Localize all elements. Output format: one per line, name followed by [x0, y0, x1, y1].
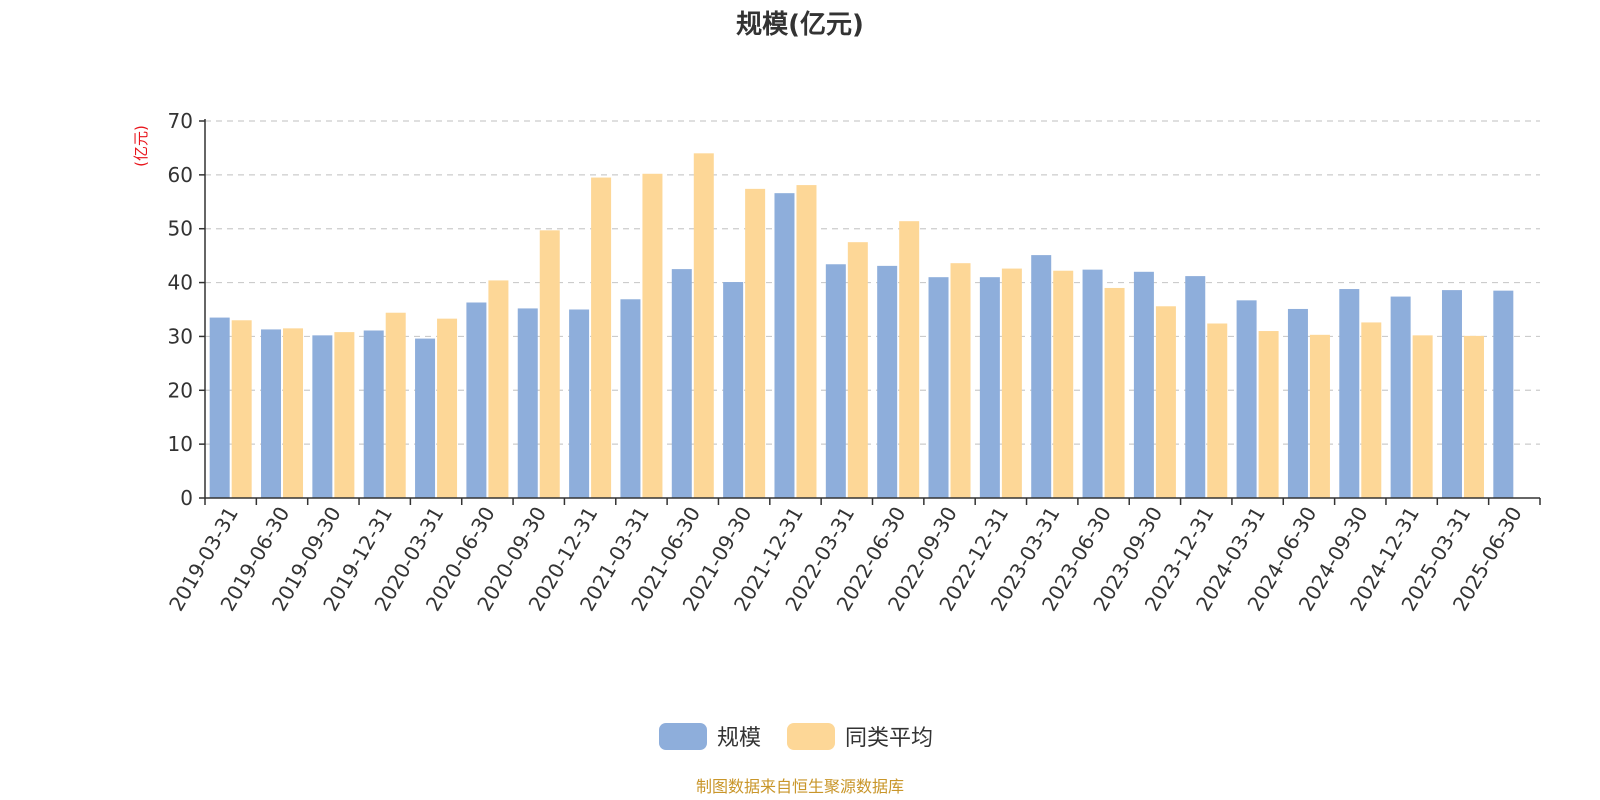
bar-scale[interactable] [209, 317, 230, 498]
y-tick-label: 40 [168, 271, 193, 295]
bar-peer-average[interactable] [847, 242, 868, 498]
bar-scale[interactable] [928, 277, 949, 498]
axes [204, 119, 1541, 505]
y-tick-label: 20 [168, 378, 193, 402]
bar-scale[interactable] [1031, 255, 1052, 498]
bar-peer-average[interactable] [1463, 335, 1484, 498]
bar-peer-average[interactable] [591, 177, 612, 499]
legend-item-peer-average[interactable]: 同类平均 [787, 723, 933, 751]
bar-scale[interactable] [1390, 296, 1411, 498]
bar-scale[interactable] [1236, 300, 1257, 498]
legend-swatch [787, 723, 835, 750]
bar-peer-average[interactable] [437, 318, 458, 498]
legend-label: 同类平均 [845, 726, 933, 751]
source-note: 制图数据来自恒生聚源数据库 [696, 777, 904, 796]
bar-peer-average[interactable] [334, 332, 355, 498]
bar-peer-average[interactable] [796, 185, 817, 498]
legend[interactable]: 规模 同类平均 [659, 723, 933, 751]
bar-scale[interactable] [466, 302, 487, 498]
bars [209, 153, 1514, 499]
bar-scale[interactable] [671, 269, 692, 498]
y-tick-label: 30 [168, 324, 193, 348]
bar-scale[interactable] [1441, 290, 1462, 498]
bar-peer-average[interactable] [488, 280, 509, 498]
bar-scale[interactable] [1133, 271, 1154, 498]
bar-scale[interactable] [979, 277, 1000, 498]
bar-peer-average[interactable] [693, 153, 714, 499]
bar-peer-average[interactable] [1258, 331, 1279, 498]
legend-label: 规模 [717, 726, 761, 751]
bar-scale[interactable] [723, 282, 744, 498]
y-tick-labels: 0 10 20 30 40 50 60 70 [168, 109, 205, 510]
bar-peer-average[interactable] [231, 320, 252, 498]
x-tick-labels: 2019-03-312019-06-302019-09-302019-12-31… [164, 502, 1527, 615]
y-tick-label: 50 [168, 217, 193, 241]
bar-peer-average[interactable] [1412, 335, 1433, 498]
legend-item-scale[interactable]: 规模 [659, 723, 761, 751]
bar-scale[interactable] [569, 309, 590, 499]
bar-scale[interactable] [261, 329, 282, 498]
bar-scale[interactable] [877, 265, 898, 498]
bar-scale[interactable] [1287, 308, 1308, 498]
bar-peer-average[interactable] [385, 312, 406, 498]
bar-scale[interactable] [620, 299, 641, 498]
bar-peer-average[interactable] [1001, 268, 1022, 498]
bar-peer-average[interactable] [1309, 334, 1330, 498]
bar-scale[interactable] [1082, 269, 1103, 498]
chart-title: 规模(亿元) [736, 10, 864, 40]
y-tick-label: 70 [168, 109, 193, 133]
bar-scale[interactable] [1339, 289, 1360, 498]
bar-scale[interactable] [363, 330, 384, 498]
y-axis-unit-label: (亿元) [132, 125, 150, 167]
bar-peer-average[interactable] [539, 230, 560, 498]
bar-scale[interactable] [825, 264, 846, 498]
bar-scale[interactable] [312, 335, 333, 498]
bar-peer-average[interactable] [1155, 306, 1176, 498]
y-tick-label: 10 [168, 432, 193, 456]
bar-peer-average[interactable] [950, 263, 971, 498]
bar-scale[interactable] [415, 338, 436, 498]
bar-scale[interactable] [774, 193, 795, 498]
bar-peer-average[interactable] [283, 328, 304, 498]
y-tick-label: 60 [168, 163, 193, 187]
legend-swatch [659, 723, 707, 750]
bar-scale[interactable] [517, 308, 538, 498]
bar-peer-average[interactable] [1207, 323, 1228, 498]
bar-scale[interactable] [1493, 290, 1514, 498]
bar-scale[interactable] [1185, 276, 1206, 498]
bar-peer-average[interactable] [1053, 270, 1074, 498]
bar-peer-average[interactable] [745, 188, 766, 499]
bar-peer-average[interactable] [1361, 322, 1382, 498]
bar-peer-average[interactable] [642, 173, 663, 498]
bar-peer-average[interactable] [1104, 287, 1125, 498]
bar-peer-average[interactable] [899, 221, 920, 498]
y-tick-label: 0 [180, 486, 193, 510]
